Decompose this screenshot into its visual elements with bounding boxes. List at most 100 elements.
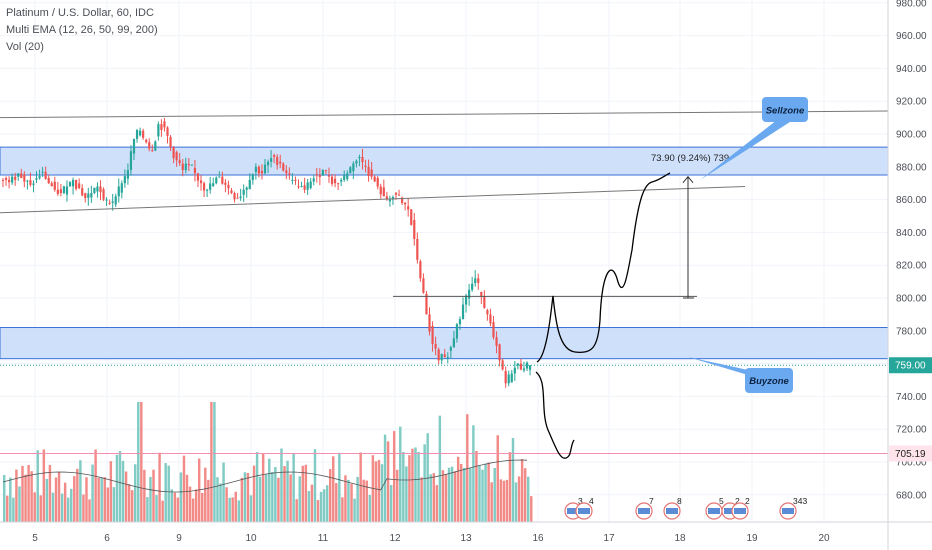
- candle-body: [364, 165, 367, 167]
- volume-bar: [210, 402, 213, 522]
- candle-body: [324, 170, 328, 172]
- volume-bar: [79, 460, 82, 522]
- candle-body: [297, 186, 300, 188]
- candle-body: [260, 170, 264, 174]
- candle-body: [41, 171, 44, 173]
- candle-body: [397, 194, 401, 196]
- volume-bar: [496, 435, 499, 522]
- volume-bar: [164, 463, 167, 522]
- candle-body: [318, 175, 321, 178]
- candle-body: [53, 181, 56, 190]
- candle-body: [230, 190, 233, 194]
- indicator-ema[interactable]: Multi EMA (12, 26, 50, 99, 200): [6, 24, 158, 36]
- volume-bar: [158, 452, 161, 522]
- candle-body: [422, 278, 425, 293]
- volume-bar: [243, 472, 247, 522]
- candle-body: [519, 363, 523, 370]
- volume-bar: [420, 477, 423, 522]
- candle-body: [157, 124, 160, 137]
- candle-body: [44, 171, 47, 179]
- candle-body: [394, 192, 398, 195]
- candle-body: [416, 238, 419, 260]
- volume-bar: [374, 461, 378, 522]
- volume-bar: [12, 497, 15, 522]
- candle-body: [90, 193, 93, 198]
- volume-bar: [283, 466, 286, 522]
- volume-bar: [359, 452, 362, 522]
- volume-bar: [234, 491, 237, 522]
- candle-body: [38, 176, 41, 179]
- candle-body: [78, 183, 81, 189]
- candle-body: [330, 176, 334, 184]
- buyzone-callout-box: [745, 368, 793, 393]
- price-tick-label: 780.00: [896, 326, 927, 337]
- volume-bar: [341, 497, 344, 522]
- candle-body: [196, 173, 200, 181]
- volume-bar: [258, 476, 262, 522]
- volume-bar: [70, 488, 73, 522]
- candle-body: [212, 183, 215, 187]
- volume-bar: [392, 431, 396, 522]
- price-tick-label: 860.00: [896, 195, 927, 206]
- volume-bar: [48, 465, 52, 522]
- indicator-volume[interactable]: Vol (20): [6, 41, 44, 53]
- volume-bar: [124, 471, 128, 522]
- candle-body: [96, 186, 99, 192]
- drawings: 73.90 (9.24%) 739 Sellzone Buyzone: [535, 97, 808, 459]
- event-badge: 7: [635, 496, 654, 520]
- candle-body: [166, 127, 169, 136]
- volume-bar: [88, 499, 91, 522]
- price-axis[interactable]: 980.00 960.00 940.00 920.00 900.00 880.00 860.…: [887, 0, 932, 550]
- candle-body: [47, 177, 50, 184]
- candle-body: [480, 291, 483, 297]
- volume-bar: [76, 468, 79, 522]
- candle-body: [492, 322, 495, 338]
- volume-bar: [307, 490, 311, 522]
- candle-body: [263, 164, 267, 174]
- candle-body: [154, 141, 157, 151]
- volume-bar: [57, 471, 61, 522]
- candle-body: [288, 173, 291, 175]
- event-flag-stripe: [734, 508, 746, 514]
- candle-body: [145, 139, 148, 143]
- candle-body: [206, 189, 209, 191]
- volume-bar: [490, 482, 493, 522]
- volume-bar: [481, 469, 484, 522]
- volume-bar: [396, 469, 399, 522]
- price-tick-label: 720.00: [896, 425, 927, 436]
- candle-body: [312, 178, 315, 182]
- buyzone-callout-label: Buyzone: [749, 376, 789, 387]
- symbol-title[interactable]: Platinum / U.S. Dollar, 60, IDC: [6, 7, 154, 19]
- candle-body: [525, 362, 529, 369]
- time-tick-label: 19: [746, 533, 758, 544]
- volume-bar: [152, 469, 155, 522]
- price-tick-label: 900.00: [896, 130, 927, 141]
- candle-body: [1, 179, 5, 181]
- candle-body: [184, 163, 187, 171]
- volume-bar: [167, 465, 170, 522]
- volume-bar: [271, 472, 274, 522]
- candle-body: [504, 371, 507, 384]
- candle-body: [315, 173, 318, 175]
- time-axis[interactable]: 5 6 9 10 11 12 13 16 17 18 19 20: [0, 521, 932, 544]
- candle-body: [190, 164, 193, 166]
- candle-body: [419, 261, 422, 279]
- volume-bar: [274, 467, 277, 522]
- event-flag-stripe: [782, 508, 794, 514]
- candle-body: [224, 182, 227, 185]
- volume-bar: [338, 452, 341, 522]
- candle-body: [388, 199, 392, 202]
- candle-body: [175, 152, 178, 161]
- candle-body: [26, 180, 29, 182]
- volume-bar: [201, 492, 204, 522]
- sellzone-callout-label: Sellzone: [766, 106, 805, 117]
- candle-body: [431, 326, 434, 344]
- candle-body: [446, 356, 449, 358]
- candle-body: [227, 184, 230, 189]
- volume-bar: [27, 465, 30, 522]
- volume-bar: [411, 448, 414, 522]
- event-flag-stripe: [708, 508, 720, 514]
- sellzone-callout-box: [762, 97, 808, 122]
